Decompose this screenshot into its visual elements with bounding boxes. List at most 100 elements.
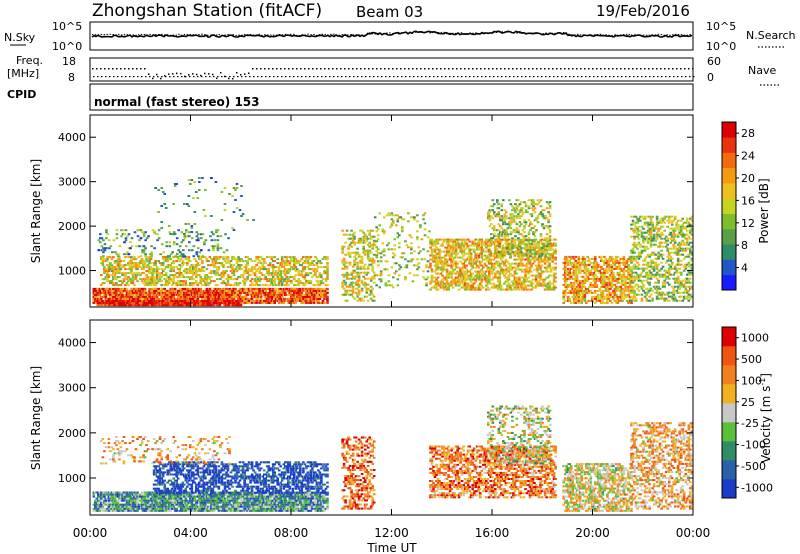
power-cell xyxy=(198,289,201,292)
power-cell xyxy=(172,241,176,244)
power-cell xyxy=(433,250,437,253)
power-cell xyxy=(505,229,508,232)
power-cell xyxy=(369,237,373,240)
power-cell xyxy=(474,262,477,265)
power-cell xyxy=(183,237,187,240)
power-cell xyxy=(94,289,97,292)
power-cell xyxy=(398,268,401,271)
freq-dot xyxy=(168,73,170,75)
power-cell xyxy=(217,287,221,290)
power-cell xyxy=(480,260,483,263)
power-cell xyxy=(472,250,476,253)
power-cell xyxy=(250,289,254,292)
power-cell xyxy=(539,268,542,271)
power-cell xyxy=(494,241,498,244)
nsearch-label: N.Search xyxy=(746,29,796,42)
freq-dot xyxy=(560,68,562,70)
freq-dot xyxy=(104,68,106,70)
power-cell xyxy=(143,291,147,294)
power-cell xyxy=(321,278,325,281)
power-cell xyxy=(228,291,231,294)
nave-dot xyxy=(113,76,115,78)
power-cell xyxy=(277,295,281,298)
power-cell xyxy=(293,297,296,300)
power-cell xyxy=(198,181,201,183)
power-cell xyxy=(520,233,523,236)
power-cell xyxy=(273,297,276,300)
power-cell xyxy=(453,268,456,271)
power-cell xyxy=(100,274,103,277)
power-cell xyxy=(296,299,299,302)
freq-dot xyxy=(244,73,246,75)
power-cell xyxy=(167,282,171,285)
power-cell xyxy=(140,301,144,304)
power-cell xyxy=(121,287,124,290)
power-cell xyxy=(166,295,169,298)
power-cell xyxy=(291,301,295,304)
power-cell xyxy=(235,293,239,296)
power-cell xyxy=(211,291,215,294)
power-cell xyxy=(477,266,480,269)
power-cell xyxy=(299,289,302,292)
power-cell xyxy=(469,276,473,279)
power-cell xyxy=(372,253,376,256)
power-cell xyxy=(390,218,394,221)
nave-dot xyxy=(141,76,143,78)
power-cell xyxy=(192,291,195,294)
power-cell xyxy=(284,293,287,296)
power-cell xyxy=(563,293,567,296)
power-cell xyxy=(131,276,135,279)
power-cell xyxy=(284,299,287,302)
nave-dot xyxy=(309,76,311,78)
power-cell xyxy=(167,289,171,292)
power-cell xyxy=(222,293,225,296)
power-cell xyxy=(363,251,367,254)
power-cell xyxy=(523,227,526,230)
power-cell xyxy=(103,287,106,290)
nave-dot xyxy=(133,76,135,78)
power-cell xyxy=(232,264,236,267)
power-cell xyxy=(155,278,159,281)
freq-dot xyxy=(152,77,154,80)
power-cell xyxy=(490,215,493,218)
freq-dot xyxy=(424,68,426,70)
power-cell xyxy=(148,289,151,292)
nave-dot xyxy=(621,76,623,78)
power-cell xyxy=(219,291,222,294)
power-cell xyxy=(445,246,449,249)
power-cell xyxy=(199,289,203,292)
power-cell xyxy=(253,293,257,296)
power-cell xyxy=(551,260,554,263)
power-cell xyxy=(351,295,355,298)
power-cell xyxy=(509,215,513,218)
power-cell xyxy=(480,256,483,259)
power-cell xyxy=(441,270,444,273)
power-cell xyxy=(175,237,179,240)
power-cell xyxy=(232,272,236,275)
nave-dot xyxy=(421,76,423,78)
power-cell xyxy=(247,287,251,290)
freq-dot xyxy=(636,68,638,70)
power-cell xyxy=(176,293,180,296)
power-cell xyxy=(153,247,156,250)
power-cell xyxy=(513,242,517,245)
power-cell xyxy=(246,219,249,221)
power-cell xyxy=(172,266,175,269)
power-cell xyxy=(480,240,483,243)
power-cell xyxy=(262,274,266,277)
power-cell xyxy=(496,201,499,204)
power-cell xyxy=(457,280,461,283)
power-cell xyxy=(371,247,374,250)
nave-dot xyxy=(313,76,315,78)
power-cell xyxy=(429,254,432,257)
power-cell xyxy=(515,217,519,220)
power-cell xyxy=(505,241,508,244)
power-cell xyxy=(426,236,430,239)
power-cell xyxy=(520,215,523,218)
freq-label: Freq. xyxy=(16,54,43,67)
power-cell xyxy=(110,268,114,271)
freq-dot xyxy=(120,68,122,70)
power-cell xyxy=(115,229,119,232)
power-cell xyxy=(430,278,434,281)
nave-dot xyxy=(465,76,467,78)
